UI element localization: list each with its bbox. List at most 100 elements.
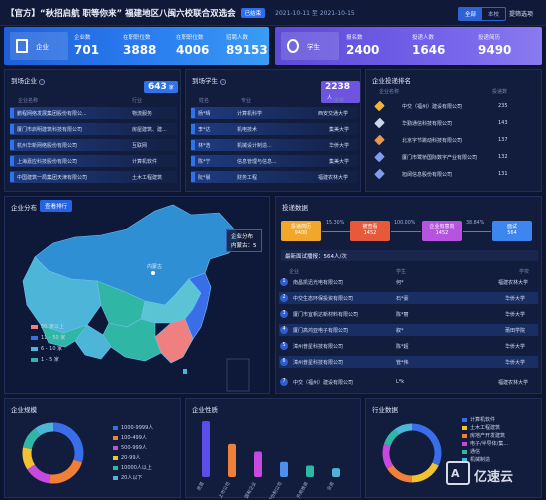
scale-donut-chart[interactable] — [5, 399, 182, 499]
funnel-stage[interactable]: 投递简历 9400 — [281, 221, 321, 241]
bronze-medal-icon — [374, 134, 385, 146]
scope-school-button[interactable]: 本校 — [488, 12, 500, 18]
table-row[interactable]: 中国建筑一局集团天津有限公司 土木工程建筑 — [10, 171, 177, 183]
legend-item: 土木工程建筑 — [462, 424, 500, 431]
interview-row[interactable]: 2 中交生态环保投资有限公司 石*豪 华侨大学 — [279, 292, 538, 304]
legend-item: 100-499人 — [113, 434, 147, 441]
donut-slice — [23, 428, 41, 450]
donut-slice — [52, 422, 84, 463]
flow-arrow — [463, 231, 491, 232]
panel-title: 到场学生 i — [192, 75, 226, 85]
conversion-rate: 15.30% — [326, 221, 345, 226]
student-icon — [287, 39, 299, 53]
legend-item: 计算机软件 — [462, 416, 495, 423]
enterprise-card-label: 企业 — [36, 43, 49, 51]
legend-item: 通信 — [462, 448, 480, 455]
rank-row[interactable]: 厦门市鹭桥国际数字产业有限公司 132 — [371, 150, 543, 164]
legend-item: 电子/半导体/集... — [462, 440, 508, 447]
arrived-companies-panel: 到场企业 i 643 家 企业名称 行业 鹏程网络发展集团股份有限公... 物流服务 … — [4, 69, 181, 192]
donut-slice — [49, 459, 83, 484]
bar — [254, 451, 262, 477]
donut-slice — [22, 447, 36, 470]
status-badge: 已结束 — [240, 7, 266, 18]
date-to: 2021-10-15 — [319, 10, 355, 17]
interview-row[interactable]: 6 漳州普星科技有限公司 管*伟 华侨大学 — [279, 356, 538, 368]
funnel-stage[interactable]: 被查看 1452 — [350, 221, 390, 241]
map-legend-item[interactable]: 1 - 5 家 — [31, 356, 59, 363]
conversion-rate: 100.00% — [394, 221, 416, 226]
bar-label: 合资 — [325, 480, 336, 492]
flow-arrow — [391, 231, 421, 232]
legend-item: 机械制造 — [462, 456, 490, 463]
interview-row[interactable]: 7 中交（福州）建设有限公司 L*k 福建农林大学 — [279, 376, 538, 388]
stat-company-count: 企业数 701 — [74, 35, 100, 57]
rank-row[interactable]: 中交（福州）建设有限公司 235 — [371, 99, 543, 113]
interview-row[interactable]: 1 南昌凯迅光电有限公司 何* 福建农林大学 — [279, 276, 538, 288]
map-legend-item[interactable]: 6 - 10 家 — [31, 345, 62, 352]
map-tooltip: 企业分布 内蒙古：5 — [226, 229, 262, 252]
table-row[interactable]: 杨*晴 计算机科学 西安交通大学 — [191, 107, 357, 119]
bar-label: 上市公司 — [217, 481, 232, 500]
panel-title: 企业规模 — [11, 406, 37, 414]
rank-row[interactable]: 华勤通信科技有限公司 143 — [371, 116, 543, 130]
table-row[interactable]: 林*浩 机械设计制造... 华侨大学 — [191, 139, 357, 151]
scope-toggle[interactable]: 全部 本校 — [458, 7, 507, 21]
map-pin-icon — [151, 271, 155, 275]
student-count-badge: 2238人 — [321, 81, 360, 103]
interview-row[interactable]: 3 厦门市宜帆达新材料有限公司 陈*丽 华侨大学 — [279, 308, 538, 320]
interview-row[interactable]: 5 漳州普星科技有限公司 陈*超 华侨大学 — [279, 340, 538, 352]
flow-arrow — [322, 231, 350, 232]
table-row[interactable]: 上海嘉应科技股份有限公司 计算机软件 — [10, 155, 177, 167]
col-header-student: 学生 — [396, 269, 407, 275]
rank-badge-icon — [374, 168, 385, 180]
stat-signups: 报名数 2400 — [346, 35, 380, 57]
table-row[interactable]: 鹏程网络发展集团股份有限公... 物流服务 — [10, 107, 177, 119]
rank-row[interactable]: 旭阔信息股份有限公司 131 — [371, 167, 543, 181]
view-rank-button[interactable]: 查看排行 — [40, 200, 73, 212]
industry-donut-chart[interactable] — [366, 399, 543, 499]
donut-slice — [27, 464, 51, 484]
panel-title: 投递数据 — [282, 204, 308, 212]
stat-jobs-2: 在职职位数 4006 — [176, 35, 210, 57]
col-header-name: 姓名 — [199, 98, 210, 104]
donut-slice — [35, 422, 54, 436]
building-icon — [16, 39, 28, 53]
col-header-company: 企业 — [289, 269, 300, 275]
table-row[interactable]: 杭州华新网络股份有限公司 互联网 — [10, 139, 177, 151]
donut-slice — [411, 423, 442, 466]
stat-hires: 招聘人数 89153 — [226, 35, 268, 57]
table-row[interactable]: 阮*晨 财务工程 福建农林大学 — [191, 171, 357, 183]
col-header-major: 专业 — [241, 98, 252, 104]
panel-title: 行业数据 — [372, 406, 398, 414]
map-region-south-east — [154, 318, 194, 364]
legend-item: 1000-9999人 — [113, 424, 153, 431]
filter-button[interactable]: 提筛选项 — [509, 11, 534, 18]
bar-label: 民营 — [195, 480, 206, 492]
scope-all-button[interactable]: 全部 — [459, 8, 483, 20]
funnel-stage[interactable]: 面试 564 — [492, 221, 532, 241]
china-map[interactable]: 内蒙古 — [5, 197, 271, 395]
col-header-school: 学校 — [519, 269, 530, 275]
legend-item: 10000人以上 — [113, 464, 152, 471]
col-header-industry: 行业 — [132, 98, 143, 104]
stat-jobs: 在职职位数 3888 — [123, 35, 157, 57]
map-region-tibet — [40, 324, 88, 348]
map-legend-item[interactable]: 50 家以上 — [31, 323, 64, 330]
enterprise-nature-panel: 企业性质 民营 上市公司 国有企业 股份制公司 外商独资 合资 — [185, 398, 362, 499]
top-bar: 【官方】“秋招启航 职等你来” 福建地区八闽六校联合双选会 已结束 2021-1… — [0, 0, 546, 26]
enterprise-scale-panel: 企业规模 1000-9999人 100-499人 500-999人 20-99人… — [4, 398, 181, 498]
legend-item: 20人以下 — [113, 474, 142, 481]
map-region-island — [183, 369, 187, 374]
table-row[interactable]: 厦门市启明建筑科技有限公司 房屋建筑、建... — [10, 123, 177, 135]
stat-resumes: 投递简历 9490 — [478, 35, 512, 57]
map-legend-item[interactable]: 11 - 50 家 — [31, 334, 65, 341]
table-row[interactable]: 李*达 机电技术 集美大学 — [191, 123, 357, 135]
col-header-count: 投递数 — [492, 89, 508, 95]
interview-row[interactable]: 4 厦门高鸿亚电子有限公司 叙* 莆田学院 — [279, 324, 538, 336]
nature-bar-chart[interactable]: 民营 上市公司 国有企业 股份制公司 外商独资 合资 — [186, 399, 362, 499]
rank-row[interactable]: 北京字节跳动科技有限公司 137 — [371, 133, 543, 147]
table-row[interactable]: 陈*宁 信息管理与信息... 集美大学 — [191, 155, 357, 167]
funnel-stage[interactable]: 企业有意向 1452 — [422, 221, 462, 241]
info-icon: i — [220, 79, 226, 85]
panel-title: 到场企业 i — [11, 75, 45, 85]
